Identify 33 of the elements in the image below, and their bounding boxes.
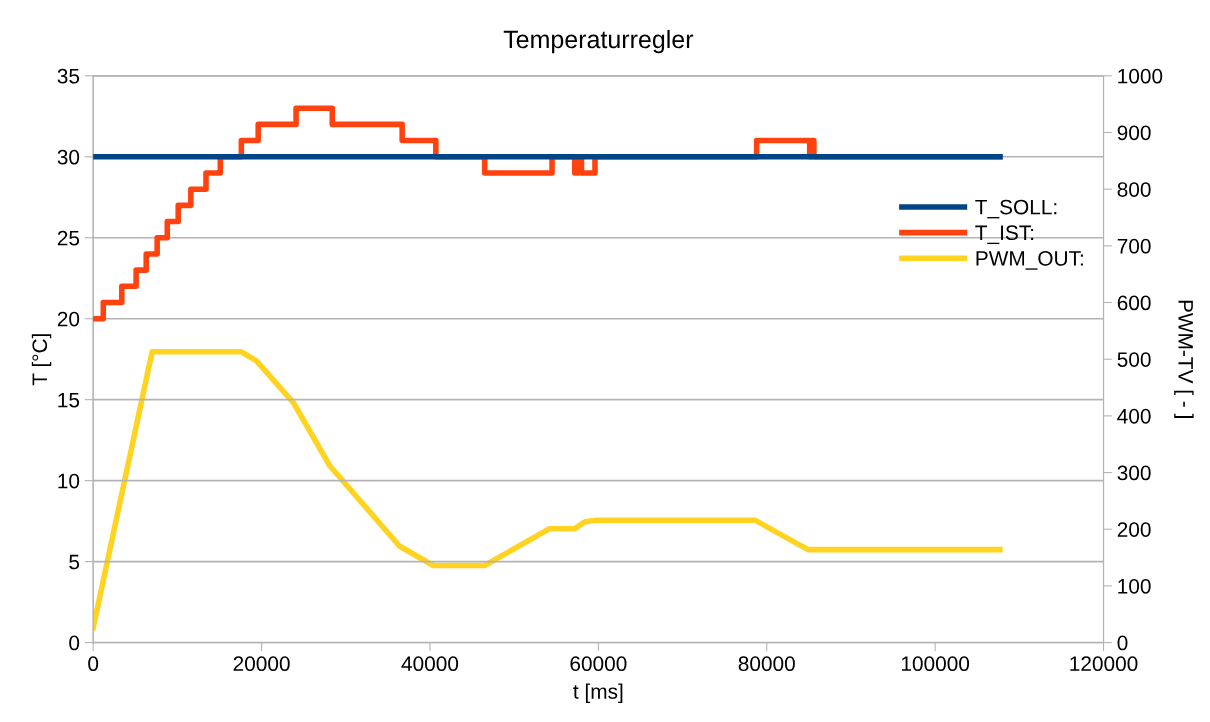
x-tick-label: 120000 [1070, 656, 1138, 672]
y-tick-label: 5 [69, 554, 80, 570]
x-tick-label: 40000 [401, 656, 459, 672]
y2-tick-label: 800 [1117, 182, 1151, 197]
y2-tick-label: 0 [1117, 635, 1128, 651]
y2-tick-label: 300 [1117, 465, 1151, 481]
y-tick-label: 25 [57, 230, 80, 246]
y2-axis-title: PWM-TV [ - ] [1174, 300, 1194, 418]
y-tick-label: 20 [57, 311, 80, 327]
y-axis-title: T [°C] [31, 334, 52, 386]
legend-label: PWM_OUT: [976, 251, 1083, 270]
y-tick-label: 10 [58, 473, 80, 489]
y-tick-label: 0 [69, 635, 80, 651]
x-tick-label: 60000 [570, 656, 627, 672]
y2-tick-label: 900 [1117, 125, 1151, 141]
x-tick-label: 0 [88, 656, 99, 672]
legend-label: T_SOLL: [975, 199, 1057, 219]
y2-tick-label: 200 [1117, 522, 1151, 537]
x-tick-label: 20000 [233, 656, 290, 672]
x-axis-title: t [ms] [573, 683, 623, 703]
y-tick-label: 15 [58, 392, 80, 408]
chart-title: Temperaturregler [503, 29, 694, 54]
y2-tick-label: 100 [1118, 578, 1151, 594]
x-tick-label: 80000 [738, 656, 795, 672]
legend-label: T_IST: [975, 225, 1034, 245]
y2-tick-label: 600 [1117, 295, 1151, 311]
y2-tick-label: 500 [1117, 352, 1151, 367]
y-tick-label: 35 [57, 68, 80, 84]
y2-tick-label: 1000 [1118, 68, 1163, 84]
y2-tick-label: 400 [1117, 408, 1151, 424]
y-tick-label: 30 [57, 149, 80, 165]
y2-tick-label: 700 [1117, 238, 1151, 254]
x-tick-label: 100000 [901, 656, 970, 672]
